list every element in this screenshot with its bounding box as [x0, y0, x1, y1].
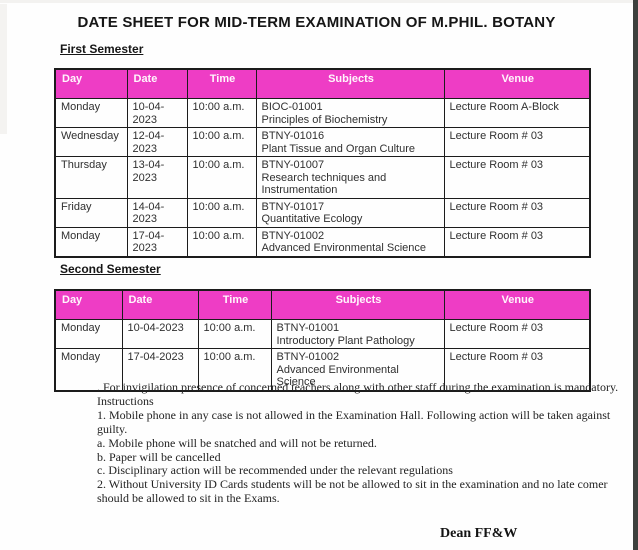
subject-cell: BTNY-01002 Advanced Environmental Scienc…	[270, 348, 445, 391]
note-line: should be allowed to sit in the Exams.	[97, 491, 280, 506]
time-cell: 10:00 a.m.	[197, 348, 272, 391]
second-semester-table: Day Date Time Subjects Venue Monday 10-0…	[54, 289, 591, 392]
column-header-time: Time	[197, 289, 272, 320]
day-cell: Monday	[54, 98, 128, 128]
venue-cell: Lecture Room # 03	[443, 348, 591, 391]
first-semester-heading: First Semester	[60, 42, 144, 56]
table-row: Monday 10-04-2023 10:00 a.m. BIOC-01001 …	[54, 98, 591, 128]
table-row: Monday 17-04-2023 10:00 a.m. BTNY-01002 …	[54, 226, 591, 257]
date-cell: 10-04-2023	[126, 98, 188, 128]
course-name: Introductory Plant Pathology	[276, 334, 415, 347]
signature-dean: Dean FF&W	[440, 526, 518, 541]
note-line: 2. Without University ID Cards students …	[97, 477, 608, 492]
instructions-block: . For invigilation presence of concerned…	[97, 380, 619, 506]
venue-cell: Lecture Room # 03	[443, 319, 591, 349]
subject-cell: BTNY-01002 Advanced Environmental Scienc…	[255, 226, 445, 257]
date-cell: 17-04-2023	[121, 348, 199, 391]
time-cell: 10:00 a.m.	[197, 319, 272, 349]
column-header-subjects: Subjects	[270, 289, 445, 320]
date-cell: 12-04-2023	[126, 127, 188, 157]
note-line: Instructions	[97, 393, 154, 408]
page-right-edge	[633, 0, 638, 550]
note-line: 1. Mobile phone in any case is not allow…	[97, 407, 611, 422]
venue-cell: Lecture Room # 03	[443, 156, 591, 199]
note-line: guilty.	[97, 421, 128, 436]
day-cell: Wednesday	[54, 127, 128, 157]
course-name: Advanced Environmental Science	[261, 242, 426, 254]
note-line: b. Paper will be cancelled	[97, 449, 221, 464]
course-name: Research techniques and Instrumentation	[261, 171, 387, 197]
second-semester-heading: Second Semester	[60, 262, 161, 276]
course-code: BTNY-01002	[261, 229, 325, 242]
column-header-date: Date	[121, 289, 199, 320]
note-line: a. Mobile phone will be snatched and wil…	[97, 435, 377, 450]
day-cell: Monday	[54, 226, 128, 257]
course-name: Plant Tissue and Organ Culture	[261, 142, 415, 155]
column-header-subjects: Subjects	[255, 68, 445, 99]
first-semester-table: Day Date Time Subjects Venue Monday 10-0…	[54, 68, 591, 258]
subject-cell: BTNY-01001 Introductory Plant Pathology	[270, 319, 445, 349]
column-header-date: Date	[126, 68, 188, 99]
table-header-row: Day Date Time Subjects Venue	[54, 68, 591, 99]
venue-cell: Lecture Room A-Block	[443, 98, 591, 128]
note-line: . For invigilation presence of concerned…	[97, 380, 619, 394]
course-code: BTNY-01017	[261, 200, 325, 213]
time-cell: 10:00 a.m.	[186, 156, 257, 199]
subject-cell: BTNY-01007 Research techniques and Instr…	[255, 156, 445, 199]
date-cell: 14-04-2023	[126, 197, 188, 228]
subject-cell: BIOC-01001 Principles of Biochemistry	[255, 98, 445, 128]
course-code: BTNY-01016	[261, 130, 325, 142]
venue-cell: Lecture Room # 03	[443, 226, 591, 257]
page-title: DATE SHEET FOR MID-TERM EXAMINATION OF M…	[77, 14, 556, 31]
day-cell: Friday	[54, 197, 128, 228]
venue-cell: Lecture Room # 03	[443, 127, 591, 157]
table-row: Friday 14-04-2023 10:00 a.m. BTNY-01017 …	[54, 197, 591, 228]
time-cell: 10:00 a.m.	[186, 127, 257, 157]
column-header-venue: Venue	[443, 289, 591, 320]
note-line: c. Disciplinary action will be recommend…	[97, 463, 453, 478]
day-cell: Monday	[54, 348, 123, 391]
table-row: Monday 17-04-2023 10:00 a.m. BTNY-01002 …	[54, 348, 591, 391]
table-row: Wednesday 12-04-2023 10:00 a.m. BTNY-010…	[54, 127, 591, 157]
day-cell: Thursday	[54, 156, 128, 199]
venue-cell: Lecture Room # 03	[443, 197, 591, 228]
time-cell: 10:00 a.m.	[186, 98, 257, 128]
course-code: BIOC-01001	[261, 101, 323, 113]
column-header-time: Time	[186, 68, 257, 99]
time-cell: 10:00 a.m.	[186, 226, 257, 257]
subject-cell: BTNY-01016 Plant Tissue and Organ Cultur…	[255, 127, 445, 157]
column-header-day: Day	[54, 289, 123, 320]
column-header-day: Day	[54, 68, 128, 99]
course-name: Advanced Environmental Science	[276, 363, 399, 389]
subject-cell: BTNY-01017 Quantitative Ecology	[255, 197, 445, 228]
course-code: BTNY-01001	[276, 322, 340, 334]
course-code: BTNY-01002	[276, 351, 340, 363]
table-header-row: Day Date Time Subjects Venue	[54, 289, 591, 320]
day-cell: Monday	[54, 319, 123, 349]
date-cell: 13-04-2023	[126, 156, 188, 199]
course-code: BTNY-01007	[261, 159, 325, 171]
date-cell: 10-04-2023	[121, 319, 199, 349]
page-left-edge	[0, 4, 7, 134]
column-header-venue: Venue	[443, 68, 591, 99]
table-row: Thursday 13-04-2023 10:00 a.m. BTNY-0100…	[54, 156, 591, 199]
course-name: Principles of Biochemistry	[261, 113, 388, 126]
course-name: Quantitative Ecology	[261, 213, 363, 225]
time-cell: 10:00 a.m.	[186, 197, 257, 228]
date-cell: 17-04-2023	[126, 226, 188, 257]
page-top-edge	[0, 0, 638, 3]
table-row: Monday 10-04-2023 10:00 a.m. BTNY-01001 …	[54, 319, 591, 349]
